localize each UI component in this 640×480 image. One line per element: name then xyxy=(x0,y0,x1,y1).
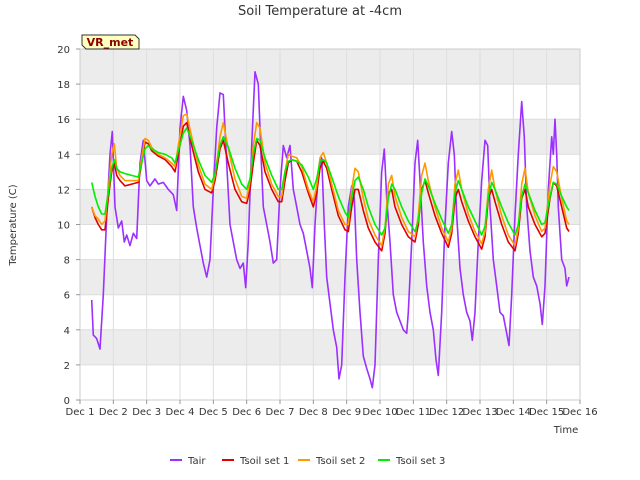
x-tick-label: Dec 5 xyxy=(199,407,228,418)
x-tick-label: Dec 8 xyxy=(299,407,328,418)
plot-band xyxy=(80,189,580,225)
x-tick-label: Dec 2 xyxy=(99,407,128,418)
y-tick-label: 18 xyxy=(57,80,70,91)
x-axis-ticks: Dec 1 Dec 2 Dec 3 Dec 4 Dec 5 Dec 6 Dec 7 Dec 8… xyxy=(66,400,598,418)
y-tick-label: 12 xyxy=(57,185,70,196)
x-tick-label: Dec 10 xyxy=(362,407,397,418)
x-tick-label: Dec 11 xyxy=(396,407,431,418)
badge-label: VR_met xyxy=(87,36,134,49)
y-axis-title: Temperature (C) xyxy=(8,184,19,266)
chart-title: Soil Temperature at -4cm xyxy=(238,4,402,19)
plot-band xyxy=(80,259,580,295)
series-line-tsoil-set-3 xyxy=(90,127,570,236)
x-tick-label: Dec 3 xyxy=(132,407,161,418)
x-tick-label: Dec 1 xyxy=(66,407,95,418)
x-tick-label: Dec 9 xyxy=(332,407,361,418)
x-axis-title: Time xyxy=(553,425,578,436)
station-badge: VR_met xyxy=(81,34,140,50)
legend: Tair Tsoil set 1 Tsoil set 2 Tsoil set 3 xyxy=(170,456,445,467)
legend-label: Tsoil set 1 xyxy=(239,456,289,467)
y-tick-label: 6 xyxy=(64,291,70,302)
y-tick-label: 2 xyxy=(64,361,70,372)
x-tick-label: Dec 13 xyxy=(462,407,497,418)
y-tick-label: 0 xyxy=(64,396,70,407)
y-tick-label: 20 xyxy=(57,45,70,56)
legend-label: Tair xyxy=(187,456,206,467)
x-tick-label: Dec 4 xyxy=(166,407,195,418)
plot-band xyxy=(80,49,580,85)
x-tick-label: Dec 12 xyxy=(429,407,464,418)
plot-band xyxy=(80,119,580,155)
x-tick-label: Dec 6 xyxy=(232,407,261,418)
y-tick-label: 14 xyxy=(57,150,70,161)
y-tick-label: 16 xyxy=(57,115,70,126)
y-tick-label: 4 xyxy=(64,326,70,337)
legend-label: Tsoil set 3 xyxy=(395,456,445,467)
series-line-tair xyxy=(90,71,570,389)
series-lines xyxy=(90,71,570,389)
x-tick-label: Dec 14 xyxy=(496,407,531,418)
plot-band xyxy=(80,329,580,365)
x-tick-label: Dec 16 xyxy=(562,407,597,418)
badge-box xyxy=(81,34,140,50)
y-tick-label: 10 xyxy=(57,221,70,232)
legend-label: Tsoil set 2 xyxy=(315,456,365,467)
series-line-tsoil-set-2 xyxy=(90,113,570,247)
series-line-tsoil-set-1 xyxy=(90,121,570,252)
y-tick-label: 8 xyxy=(64,256,70,267)
x-tick-label: Dec 15 xyxy=(529,407,564,418)
x-tick-label: Dec 7 xyxy=(266,407,295,418)
y-axis-ticks: 0 2 4 6 8 10 12 14 16 18 20 xyxy=(57,45,80,407)
